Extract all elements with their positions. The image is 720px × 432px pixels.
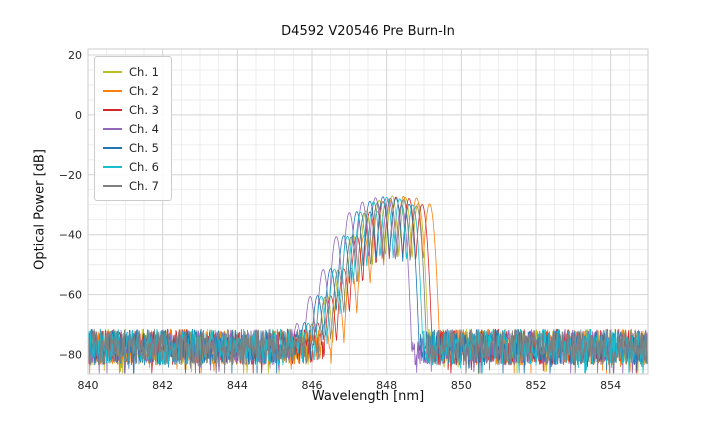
legend-label: Ch. 7: [129, 178, 159, 193]
plot-frame: [87, 48, 649, 375]
legend-label: Ch. 4: [129, 121, 159, 136]
x-tick-label: 848: [376, 379, 397, 392]
y-tick-label: −40: [59, 229, 82, 242]
legend-item: Ch. 7: [103, 176, 159, 195]
x-tick-label: 854: [600, 379, 621, 392]
y-tick-label: 20: [68, 49, 82, 62]
x-tick-label: 850: [451, 379, 472, 392]
x-tick-label: 846: [302, 379, 323, 392]
series-line-ch-6: [88, 196, 648, 374]
legend-item: Ch. 2: [103, 81, 159, 100]
legend-line-sample-icon: [103, 146, 122, 149]
legend-item: Ch. 3: [103, 100, 159, 119]
legend-item: Ch. 5: [103, 138, 159, 157]
legend-line-sample-icon: [103, 89, 122, 92]
x-tick-label: 844: [227, 379, 248, 392]
legend-item: Ch. 4: [103, 119, 159, 138]
legend-line-sample-icon: [103, 127, 122, 130]
series-line-ch-7: [88, 197, 648, 374]
legend: Ch. 1 Ch. 2 Ch. 3 Ch. 4 Ch. 5 Ch. 6 Ch. 7: [94, 56, 172, 201]
series-lines: [88, 195, 648, 374]
legend-label: Ch. 3: [129, 102, 159, 117]
legend-line-sample-icon: [103, 165, 122, 168]
y-tick-label: −60: [59, 289, 82, 302]
legend-label: Ch. 1: [129, 64, 159, 79]
x-tick-label: 852: [526, 379, 547, 392]
legend-line-sample-icon: [103, 184, 122, 187]
chart-title: D4592 V20546 Pre Burn-In: [281, 24, 455, 39]
legend-item: Ch. 6: [103, 157, 159, 176]
legend-label: Ch. 5: [129, 140, 159, 155]
y-tick-label: 0: [75, 109, 82, 122]
y-axis-label: Optical Power [dB]: [32, 149, 48, 270]
x-axis-label: Wavelength [nm]: [311, 389, 425, 404]
tick-labels: 840 842 844 846 848 850 852 854 20 0 −20 −40 −60 −80: [59, 49, 621, 392]
x-tick-label: 842: [152, 379, 173, 392]
legend-line-sample-icon: [103, 108, 122, 111]
grid-minor: [88, 49, 649, 374]
legend-label: Ch. 2: [129, 83, 159, 98]
x-tick-label: 840: [78, 379, 99, 392]
y-tick-label: −80: [59, 349, 82, 362]
legend-line-sample-icon: [103, 70, 122, 73]
y-tick-label: −20: [59, 169, 82, 182]
legend-label: Ch. 6: [129, 159, 159, 174]
legend-item: Ch. 1: [103, 62, 159, 81]
